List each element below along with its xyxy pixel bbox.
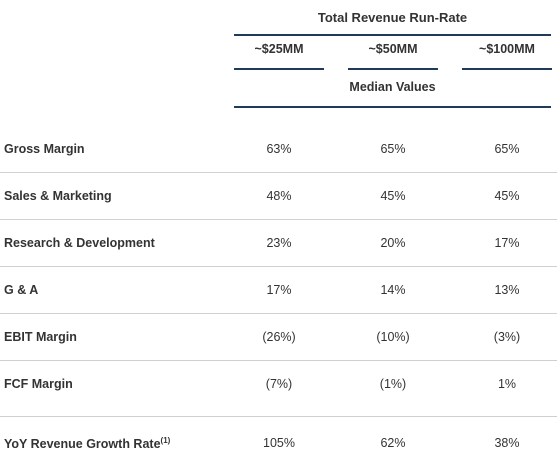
row-label: FCF Margin — [4, 377, 73, 391]
footnote-marker: (1) — [160, 436, 171, 445]
table-cell: 105% — [263, 436, 295, 450]
table-row: G & A 17% 14% 13% — [0, 267, 557, 314]
table-cell: 45% — [494, 189, 520, 203]
row-label: EBIT Margin — [4, 330, 77, 344]
column-header-rule — [234, 68, 324, 70]
table-cell: 65% — [494, 142, 520, 156]
table-cell: (3%) — [493, 330, 521, 344]
row-label-text: G & A — [4, 283, 39, 297]
row-label-text: Gross Margin — [4, 142, 85, 156]
row-label: Gross Margin — [4, 142, 85, 156]
table-row: Gross Margin 63% 65% 65% — [0, 126, 557, 173]
table-cell: (10%) — [376, 330, 410, 344]
column-group-header: Total Revenue Run-Rate — [234, 8, 551, 28]
table-cell: 65% — [380, 142, 406, 156]
table-cell: 20% — [380, 236, 406, 250]
table-cell: (1%) — [379, 377, 407, 391]
row-label-text: FCF Margin — [4, 377, 73, 391]
row-divider — [0, 313, 557, 314]
row-divider — [0, 416, 557, 417]
row-divider — [0, 219, 557, 220]
row-divider — [0, 266, 557, 267]
table-cell: 62% — [380, 436, 406, 450]
table-row: Sales & Marketing 48% 45% 45% — [0, 173, 557, 220]
table-cell: 23% — [266, 236, 292, 250]
table-cell: 48% — [266, 189, 292, 203]
row-label-text: Research & Development — [4, 236, 155, 250]
table-row: Research & Development 23% 20% 17% — [0, 220, 557, 267]
table-cell: 13% — [494, 283, 520, 297]
column-header-25mm: ~$25MM — [254, 42, 304, 56]
column-header-rule — [462, 68, 552, 70]
column-header-50mm: ~$50MM — [368, 42, 418, 56]
table-cell: 63% — [266, 142, 292, 156]
column-header-100mm: ~$100MM — [479, 42, 535, 56]
row-label-text: EBIT Margin — [4, 330, 77, 344]
table-cell: 17% — [494, 236, 520, 250]
subheader-rule — [234, 106, 551, 108]
table-row: EBIT Margin (26%) (10%) (3%) — [0, 314, 557, 361]
table-cell: 14% — [380, 283, 406, 297]
table-cell: 17% — [266, 283, 292, 297]
row-label-text: Sales & Marketing — [4, 189, 112, 203]
row-label-text: YoY Revenue Growth Rate — [4, 437, 161, 452]
row-label: G & A — [4, 283, 38, 297]
table-cell: (26%) — [262, 330, 296, 344]
row-label: Research & Development — [4, 236, 155, 250]
group-title: Total Revenue Run-Rate — [317, 10, 468, 25]
table-cell: 1% — [497, 377, 517, 391]
table-cell: 38% — [494, 436, 520, 450]
table-row: YoY Revenue Growth Rate(1) 105% 62% 38% — [0, 420, 557, 467]
row-label: Sales & Marketing — [4, 189, 112, 203]
row-divider — [0, 360, 557, 361]
column-header-rule — [348, 68, 438, 70]
table-cell: 45% — [380, 189, 406, 203]
group-title-rule — [234, 34, 551, 36]
median-values-subheader: Median Values — [349, 80, 436, 94]
row-divider — [0, 172, 557, 173]
row-label: YoY Revenue Growth Rate(1) — [4, 436, 170, 451]
table-cell: (7%) — [265, 377, 293, 391]
table-row: FCF Margin (7%) (1%) 1% — [0, 361, 557, 417]
